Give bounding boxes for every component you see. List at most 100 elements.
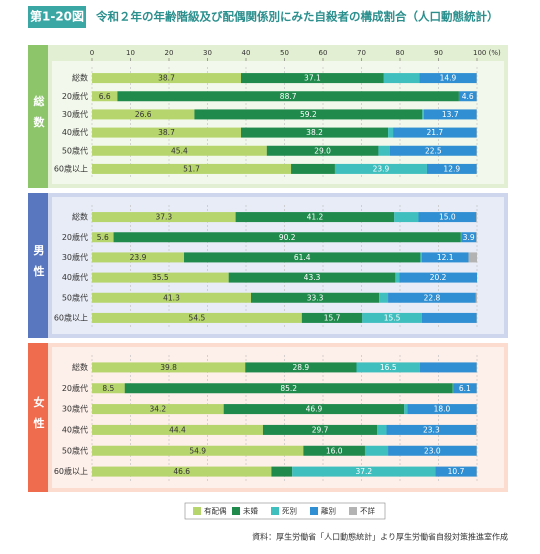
bar-segment <box>453 383 477 394</box>
bar-segment <box>423 109 477 120</box>
category-label: 40歳代 <box>62 424 88 434</box>
data-label: 51.7 <box>183 164 200 173</box>
bar-segment <box>388 127 394 138</box>
category-label: 50歳代 <box>62 445 88 455</box>
data-label: 59.2 <box>300 110 317 119</box>
bar-segment <box>362 312 422 323</box>
bar-segment <box>262 424 378 435</box>
x-tick-label: 20 <box>165 49 174 57</box>
data-label: 28.9 <box>293 363 310 372</box>
bar-segment <box>379 292 389 303</box>
data-label: 44.4 <box>169 425 186 434</box>
data-label: 26.6 <box>135 110 152 119</box>
bar-segment <box>92 445 304 456</box>
bar-segment <box>388 292 476 303</box>
bar-segment <box>407 404 477 415</box>
bar-segment <box>378 145 390 156</box>
figure-badge <box>28 6 86 28</box>
x-tick-label: 0 <box>90 49 94 57</box>
bar-segment <box>399 272 477 283</box>
bar-segment <box>476 424 477 435</box>
x-tick-label: 50 <box>280 49 289 57</box>
bar-segment <box>475 292 477 303</box>
bar-segment <box>92 145 267 156</box>
legend-label: 離別 <box>321 506 336 516</box>
bar-segment <box>92 272 229 283</box>
data-label: 18.0 <box>434 405 451 414</box>
category-label: 50歳代 <box>62 292 88 302</box>
data-label: 33.3 <box>307 293 324 302</box>
category-label: 30歳代 <box>62 404 88 414</box>
bar-segment <box>92 292 252 303</box>
data-label: 54.9 <box>189 446 206 455</box>
bar-segment <box>364 445 389 456</box>
bar-segment <box>124 383 453 394</box>
data-label: 3.9 <box>463 233 475 242</box>
category-label: 60歳以上 <box>54 312 88 322</box>
bar-segment <box>386 424 477 435</box>
bar-segment <box>235 212 395 223</box>
category-label: 60歳以上 <box>54 163 88 173</box>
category-label: 40歳代 <box>62 272 88 282</box>
bar-segment <box>92 91 118 102</box>
bar-segment <box>395 272 400 283</box>
data-label: 21.7 <box>426 128 443 137</box>
bar-segment <box>223 404 405 415</box>
panel-label: 男性 <box>32 244 45 286</box>
legend-box <box>184 502 386 520</box>
bar-segment <box>389 145 477 156</box>
bar-segment <box>245 362 357 373</box>
legend-label: 有配偶 <box>204 506 227 516</box>
bar-segment <box>383 73 420 84</box>
data-label: 12.9 <box>443 164 460 173</box>
data-label: 20.2 <box>430 273 447 282</box>
data-label: 41.3 <box>163 293 180 302</box>
data-label: 6.6 <box>99 92 111 101</box>
data-label: 61.4 <box>294 253 311 262</box>
x-tick-label: 80 <box>396 49 405 57</box>
category-label: 40歳代 <box>62 127 88 137</box>
bar-segment <box>377 424 387 435</box>
bar-segment <box>194 109 423 120</box>
bar-segment <box>356 362 421 373</box>
legend-swatch <box>271 507 279 515</box>
bar-segment <box>92 383 125 394</box>
bar-segment <box>92 212 236 223</box>
bar-segment <box>388 445 477 456</box>
bar-segment <box>291 163 335 174</box>
data-label: 54.5 <box>189 313 206 322</box>
panel-strip <box>28 45 48 188</box>
panel-label: 女性 <box>32 395 45 438</box>
panel-strip <box>28 343 48 492</box>
data-label: 16.0 <box>326 446 343 455</box>
bar-segment <box>461 232 477 243</box>
data-label: 38.7 <box>158 128 175 137</box>
bar-segment <box>476 232 477 243</box>
category-label: 50歳代 <box>62 145 88 155</box>
bar-segment <box>228 272 396 283</box>
category-label: 20歳代 <box>62 91 88 101</box>
bar-segment <box>421 252 469 263</box>
bar-segment <box>92 466 272 477</box>
data-label: 6.1 <box>459 384 471 393</box>
x-tick-label: 30 <box>203 49 212 57</box>
category-label: 総数 <box>72 362 88 372</box>
data-label: 5.6 <box>97 233 109 242</box>
data-label: 35.5 <box>152 273 169 282</box>
data-label: 90.2 <box>279 233 296 242</box>
panel-strip <box>28 193 48 338</box>
legend-swatch <box>349 507 357 515</box>
data-label: 13.7 <box>442 110 459 119</box>
bar-segment <box>419 73 477 84</box>
bar-segment <box>426 163 477 174</box>
category-label: 総数 <box>72 212 88 222</box>
bar-segment <box>420 252 422 263</box>
data-label: 37.1 <box>304 74 321 83</box>
bar-segment <box>92 312 302 323</box>
bar-segment <box>422 109 424 120</box>
data-label: 10.7 <box>448 467 465 476</box>
bar-segment <box>240 73 384 84</box>
figure-number: 第1-20図 <box>30 9 84 24</box>
